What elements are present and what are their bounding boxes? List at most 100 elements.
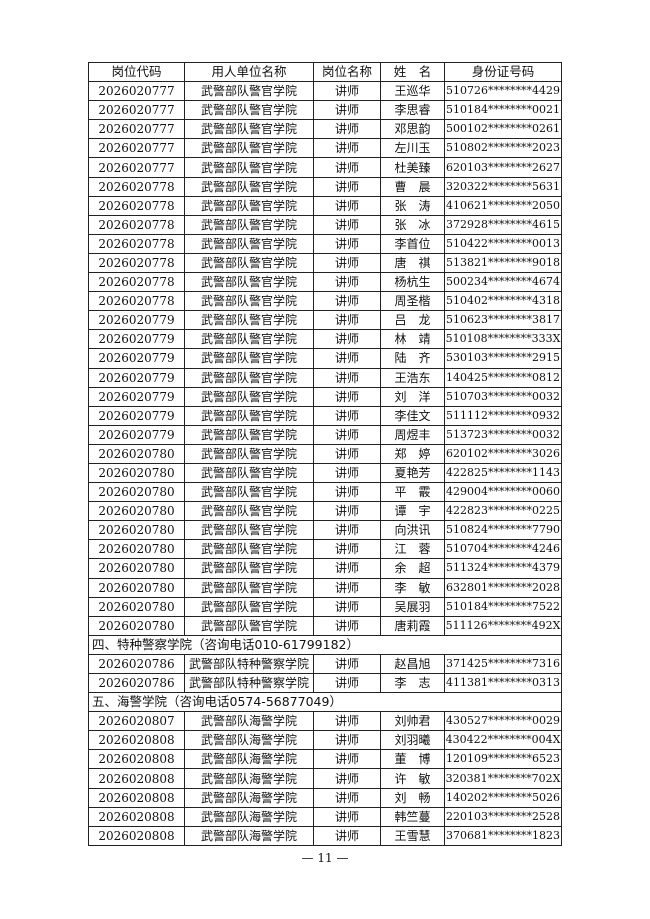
table-cell: 武警部队警官学院 (184, 195, 314, 216)
table-row: 2026020786 武警部队特种警察学院 讲师 赵昌旭 371425********7… (88, 653, 562, 675)
table-row: 2026020808 武警部队海警学院 讲师 韩竺蔓 220103********252… (88, 806, 562, 827)
table-cell: 武警部队警官学院 (184, 424, 314, 445)
table-row: 2026020778 武警部队警官学院 讲师 杨杭生 500234********467… (88, 272, 562, 293)
table-cell: 430422********004X (444, 730, 562, 751)
table-cell: 武警部队警官学院 (184, 138, 314, 159)
table-cell: 讲师 (313, 386, 381, 407)
table-row: 2026020778 武警部队警官学院 讲师 李首位 510422********001… (88, 233, 562, 254)
section-title: 五、海警学院（咨询电话0574-56877049） (88, 692, 562, 713)
table-cell: 2026020778 (88, 214, 185, 235)
table-cell: 2026020778 (88, 233, 185, 254)
table-cell: 510108********333X (444, 329, 562, 350)
table-cell: 2026020779 (88, 329, 185, 350)
table-cell: 赵昌旭 (380, 653, 445, 675)
table-cell: 讲师 (313, 291, 381, 312)
table-cell: 500234********4674 (444, 272, 562, 293)
table-cell: 向洪讯 (380, 520, 445, 541)
table-cell: 讲师 (313, 730, 381, 751)
table-cell: 500102********0261 (444, 119, 562, 140)
table-cell: 吕 龙 (380, 310, 445, 331)
table-cell: 陆 齐 (380, 348, 445, 369)
table-cell: 讲师 (313, 424, 381, 445)
header-cell: 用人单位名称 (184, 61, 314, 83)
table-cell: 讲师 (313, 615, 381, 636)
table-cell: 周煜丰 (380, 424, 445, 445)
table-cell: 2026020780 (88, 615, 185, 636)
table-cell: 2026020777 (88, 157, 185, 178)
table-cell: 2026020808 (88, 806, 185, 827)
table-cell: 2026020808 (88, 825, 185, 846)
page-number: — 11 — (301, 851, 349, 865)
table-cell: 510184********7522 (444, 596, 562, 617)
table-cell: 武警部队警官学院 (184, 252, 314, 274)
table-cell: 2026020808 (88, 749, 185, 770)
table-row: 2026020779 武警部队警官学院 讲师 王浩东 140425********081… (88, 367, 562, 388)
table-cell: 讲师 (313, 501, 381, 522)
table-cell: 张 涛 (380, 195, 445, 216)
table-cell: 武警部队警官学院 (184, 119, 314, 140)
table-cell: 2026020778 (88, 195, 185, 216)
table-cell: 讲师 (313, 558, 381, 579)
table-cell: 2026020808 (88, 730, 185, 751)
table-cell: 讲师 (313, 653, 381, 675)
table-cell: 刘 洋 (380, 386, 445, 407)
table-cell: 武警部队警官学院 (184, 596, 314, 617)
table-cell: 513821********9018 (444, 252, 562, 274)
table-cell: 2026020786 (88, 672, 185, 694)
table-cell: 510802********2023 (444, 138, 562, 159)
table-cell: 武警部队警官学院 (184, 405, 314, 426)
table-cell: 左川玉 (380, 138, 445, 159)
table-cell: 武警部队警官学院 (184, 501, 314, 522)
table-cell: 2026020778 (88, 291, 185, 312)
table-cell: 2026020778 (88, 176, 185, 197)
table-row: 2026020808 武警部队海警学院 讲师 刘羽曦 430422********004… (88, 730, 562, 751)
table-cell: 2026020777 (88, 100, 185, 121)
table-cell: 讲师 (313, 138, 381, 159)
table-cell: 武警部队海警学院 (184, 806, 314, 827)
table-cell: 平 霰 (380, 482, 445, 503)
table-cell: 唐莉霞 (380, 615, 445, 636)
table-cell: 430527********0029 (444, 711, 562, 732)
table-cell: 武警部队警官学院 (184, 615, 314, 636)
table-cell: 讲师 (313, 176, 381, 197)
table-cell: 谭 宇 (380, 501, 445, 522)
table-cell: 2026020780 (88, 443, 185, 464)
table-cell: 武警部队警官学院 (184, 539, 314, 560)
header-cell: 岗位名称 (313, 61, 381, 83)
table-cell: 2026020780 (88, 501, 185, 522)
table-cell: 武警部队警官学院 (184, 462, 314, 484)
table-cell: 刘帅君 (380, 711, 445, 732)
table-row: 2026020808 武警部队海警学院 讲师刘 畅 140202********502… (88, 787, 562, 808)
table-cell: 武警部队警官学院 (184, 176, 314, 197)
table-cell: 510703********0032 (444, 386, 562, 407)
table-cell: 2026020779 (88, 348, 185, 369)
table-cell: 422823********0225 (444, 501, 562, 522)
table-row: 2026020780 武警部队警官学院 讲师谭 宇 422823********022… (88, 501, 562, 522)
table-cell: 讲师 (313, 405, 381, 426)
table-cell: 2026020779 (88, 386, 185, 407)
table-cell: 讲师 (313, 443, 381, 464)
header-cell: 姓 名 (380, 61, 445, 83)
table-cell: 武警部队警官学院 (184, 482, 314, 503)
table-cell: 讲师 (313, 310, 381, 331)
table-cell: 讲师 (313, 252, 381, 274)
table-cell: 220103********2528 (444, 806, 562, 827)
table-cell: 江 蓉 (380, 539, 445, 560)
table-cell: 511126********492X (444, 615, 562, 636)
table-cell: 2026020779 (88, 405, 185, 426)
table-cell: 吴展羽 (380, 596, 445, 617)
table-row: 2026020779 武警部队警官学院 讲师陆 齐 530103********291… (88, 348, 562, 369)
table-cell: 429004********0060 (444, 482, 562, 503)
table-cell: 632801********2028 (444, 577, 562, 598)
table-cell: 郑 婷 (380, 443, 445, 464)
table-cell: 武警部队警官学院 (184, 272, 314, 293)
table-cell: 510704********4246 (444, 539, 562, 560)
table-cell: 武警部队警官学院 (184, 310, 314, 331)
table-cell: 武警部队海警学院 (184, 730, 314, 751)
table-cell: 唐 祺 (380, 252, 445, 274)
table-cell: 讲师 (313, 711, 381, 732)
table-cell: 2026020778 (88, 272, 185, 293)
table-cell: 讲师 (313, 272, 381, 293)
table-cell: 讲师 (313, 329, 381, 350)
table-cell: 武警部队海警学院 (184, 787, 314, 808)
